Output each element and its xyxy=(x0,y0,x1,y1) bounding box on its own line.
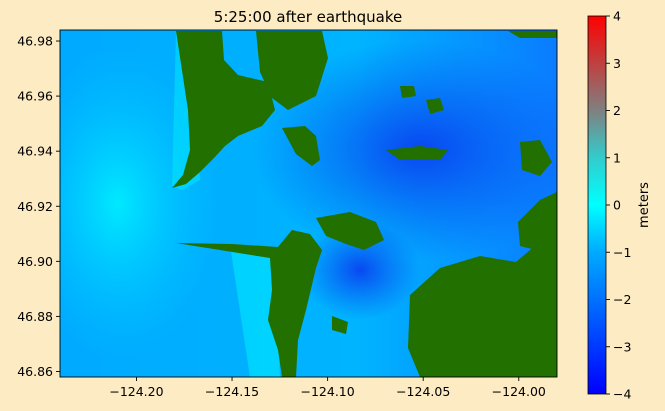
y-axis: 46.86 46.88 46.90 46.92 46.94 46.96 46.98 xyxy=(17,34,60,379)
land-east-shore xyxy=(518,192,557,250)
y-tick-label: 46.92 xyxy=(17,199,53,214)
chart-title: 5:25:00 after earthquake xyxy=(214,8,402,26)
y-tick-label: 46.90 xyxy=(17,254,53,269)
land-south-islands xyxy=(316,212,384,250)
colorbar-tick-label: −4 xyxy=(613,387,631,402)
land-south-east xyxy=(408,228,557,377)
land-south-peninsula xyxy=(176,230,322,377)
plot-frame xyxy=(59,29,558,378)
beach-band xyxy=(230,245,282,377)
x-tick-label: −124.10 xyxy=(301,384,355,399)
plot-area xyxy=(60,30,557,377)
colorbar-axis: −4 −3 −2 −1 0 1 2 3 4 xyxy=(606,9,631,402)
colorbar-tick-label: 1 xyxy=(613,150,621,165)
bay-channel-field xyxy=(300,220,420,320)
colorbar-label: meters xyxy=(637,182,652,228)
colorbar-tick-label: −1 xyxy=(613,245,631,260)
x-tick-label: −124.15 xyxy=(205,384,259,399)
y-tick-label: 46.88 xyxy=(17,309,53,324)
y-tick-label: 46.98 xyxy=(17,34,53,49)
y-tick-label: 46.96 xyxy=(17,89,53,104)
land-northeast xyxy=(508,31,557,38)
colorbar-tick-label: 4 xyxy=(613,9,621,24)
land-east-islet xyxy=(520,140,552,176)
y-tick-label: 46.94 xyxy=(17,144,53,159)
x-tick-label: −124.00 xyxy=(492,384,546,399)
land-north-headland xyxy=(282,126,320,166)
land-inner-islet xyxy=(332,316,348,334)
colorbar xyxy=(587,15,607,395)
land-north-spit xyxy=(172,31,275,188)
land-inner-islet xyxy=(386,146,448,160)
colorbar-tick-label: 3 xyxy=(613,56,621,71)
colorbar-tick-label: −2 xyxy=(613,292,631,307)
colorbar-tick-label: 0 xyxy=(613,198,621,213)
y-tick-label: 46.86 xyxy=(17,364,53,379)
colorbar-tick-label: −3 xyxy=(613,339,631,354)
land-inner-islet xyxy=(426,98,444,114)
land-north-shore xyxy=(256,31,328,110)
x-tick-label: −124.05 xyxy=(396,384,450,399)
x-tick-label: −124.20 xyxy=(109,384,163,399)
colorbar-tick-label: 2 xyxy=(613,103,621,118)
land-inner-islet xyxy=(400,86,416,98)
x-axis: −124.20 −124.15 −124.10 −124.05 −124.00 xyxy=(109,377,546,399)
